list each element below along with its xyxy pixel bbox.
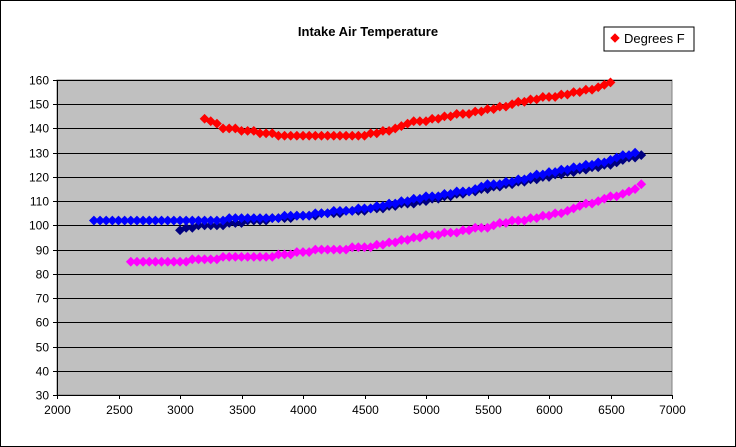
series-3-point-83 — [636, 179, 647, 190]
axes: 30 40 50 60 70 80 90 100 110 120 130 140 150 160 2000 2… — [29, 74, 686, 418]
y-tick-label-11: 140 — [29, 122, 49, 136]
y-tick-label-7: 100 — [29, 219, 49, 233]
data-points — [88, 77, 647, 267]
x-tick-label-4: 4000 — [290, 403, 317, 417]
chart-title: Intake Air Temperature — [298, 24, 438, 39]
series-0-point-66 — [605, 77, 616, 88]
y-tick-label-3: 60 — [36, 316, 50, 330]
series-2-point-88 — [630, 147, 641, 158]
x-tick-label-8: 6000 — [536, 403, 563, 417]
series-0-point-5 — [230, 123, 241, 134]
legend-box — [603, 26, 695, 52]
series-0-point-11 — [267, 128, 278, 139]
y-tick-label-13: 160 — [29, 74, 49, 88]
series-0-point-8 — [248, 125, 259, 136]
y-tick-label-2: 50 — [36, 341, 50, 355]
y-tick-label-1: 40 — [36, 365, 50, 379]
y-tick-label-4: 70 — [36, 292, 50, 306]
series-3-point-82 — [630, 184, 641, 194]
x-tick-label-2: 3000 — [167, 403, 194, 417]
grid-lines — [57, 80, 672, 372]
legend-marker-degrees-f — [610, 33, 620, 43]
legend: Degrees F — [603, 26, 695, 52]
y-tick-label-10: 130 — [29, 147, 49, 161]
x-tick-label-1: 2500 — [106, 403, 133, 417]
y-tick-label-12: 150 — [29, 98, 49, 112]
x-tick-label-9: 6500 — [598, 403, 625, 417]
x-tick-label-0: 2000 — [44, 403, 71, 417]
y-tick-label-9: 120 — [29, 171, 49, 185]
x-tick-label-10: 7000 — [659, 403, 686, 417]
y-tick-label-6: 90 — [36, 244, 50, 258]
x-tick-label-6: 5000 — [413, 403, 440, 417]
x-tick-label-7: 5500 — [475, 403, 502, 417]
x-tick-label-3: 3500 — [229, 403, 256, 417]
y-tick-label-0: 30 — [36, 389, 50, 403]
series-0-point-2 — [211, 118, 222, 129]
y-tick-label-5: 80 — [36, 268, 50, 282]
y-tick-label-8: 110 — [30, 195, 49, 209]
x-tick-label-5: 4500 — [352, 403, 379, 417]
legend-label-degrees-f: Degrees F — [624, 31, 685, 46]
